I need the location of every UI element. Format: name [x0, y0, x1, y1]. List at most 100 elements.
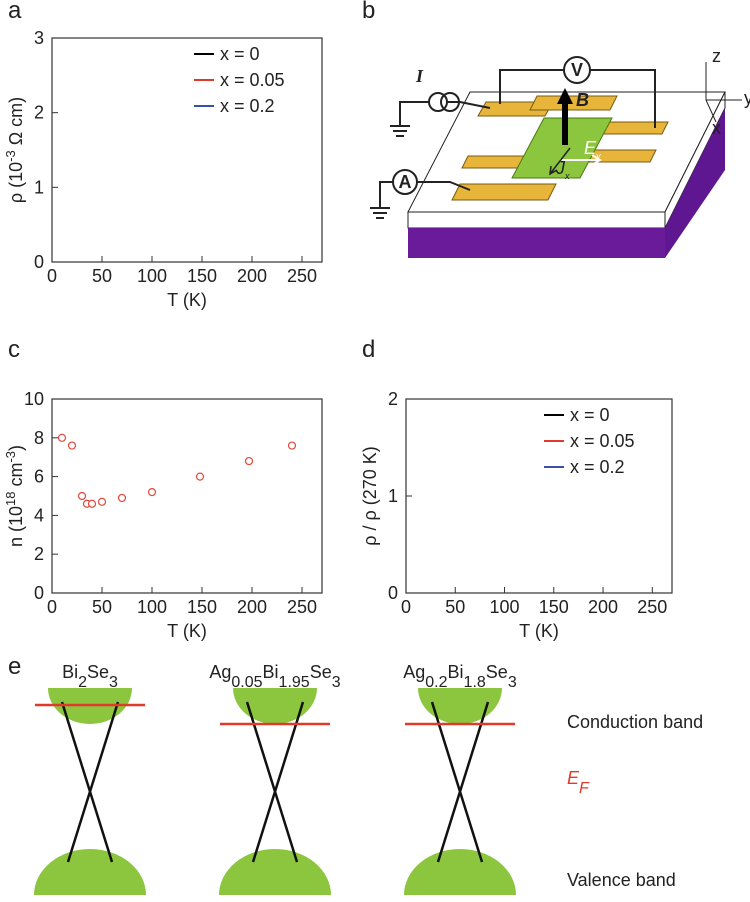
data-marker: [97, 497, 107, 506]
pad: [451, 183, 557, 201]
axis-letter: x: [712, 118, 721, 138]
wire: [590, 69, 656, 128]
data-marker: [147, 488, 157, 497]
x-tick-label: 200: [237, 266, 267, 286]
formula-part: Ag: [403, 662, 425, 682]
data-marker: [77, 491, 87, 501]
voltmeter: [563, 56, 591, 84]
x-tick-label: 250: [287, 266, 317, 286]
fermi-label-part: E: [567, 768, 580, 788]
axes-frame: [51, 37, 323, 263]
y-tick-label: 2: [34, 544, 44, 564]
legend-label: x = 0.2: [570, 457, 625, 477]
y-tick-label: 10: [24, 389, 44, 409]
dirac-cone: [60, 701, 120, 863]
schematic: [370, 56, 742, 258]
y-tick-label: 4: [34, 505, 44, 525]
y-tick-label: 0: [34, 583, 44, 603]
x-tick-label: 0: [401, 597, 411, 617]
panel-label: d: [362, 336, 375, 363]
wire: [379, 181, 393, 208]
y-axis-label: ρ (10-3 Ω cm): [3, 97, 27, 203]
formula-part: Ag: [209, 662, 231, 682]
formula-part: 3: [332, 674, 341, 691]
x-tick-label: 50: [92, 597, 112, 617]
y-axis-label-part: cm: [6, 463, 26, 492]
x-tick-label: 150: [539, 597, 569, 617]
fermi-label-part: F: [579, 780, 590, 797]
axes-frame: [405, 398, 673, 594]
x-tick-label: 150: [187, 597, 217, 617]
y-axis-label-part: ): [6, 445, 26, 451]
legend-label: x = 0.2: [220, 96, 275, 116]
current-source: [440, 92, 460, 112]
y-axis-label-part: -3: [3, 451, 18, 463]
x-tick-label: 200: [588, 597, 618, 617]
x-tick-label: 100: [137, 266, 167, 286]
data-marker: [87, 499, 97, 508]
axes-frame: [51, 398, 323, 594]
wire: [417, 181, 471, 191]
legend-label: x = 0: [220, 44, 260, 64]
data-marker: [244, 456, 254, 466]
panel-label: e: [8, 653, 21, 680]
formula-part: Bi: [448, 662, 464, 682]
e-field-label-part: y: [595, 151, 601, 161]
x-tick-label: 50: [445, 597, 465, 617]
formula-part: Bi: [62, 662, 78, 682]
x-tick-label: 0: [47, 597, 57, 617]
formula: Ag0.2Bi1.8Se3: [403, 662, 517, 691]
x-tick-label: 200: [237, 597, 267, 617]
x-tick-label: 250: [287, 597, 317, 617]
y-tick-label: 2: [388, 389, 398, 409]
e-field-label: Ey: [584, 138, 601, 161]
pad: [529, 95, 618, 111]
voltmeter-label: V: [571, 60, 583, 80]
formula-part: 3: [109, 674, 118, 691]
current-label-j: Jx: [555, 158, 570, 181]
x-tick-label: 50: [92, 266, 112, 286]
current-label-j-part: J: [555, 158, 566, 178]
formula: Ag0.05Bi1.95Se3: [209, 662, 340, 691]
conduction-label: Conduction band: [567, 712, 703, 732]
x-tick-label: 100: [137, 597, 167, 617]
x-axis-label: T (K): [519, 621, 559, 641]
data-marker: [287, 441, 297, 450]
y-tick-label: 3: [34, 28, 44, 48]
formula-part: Se: [486, 662, 508, 682]
panel-label: c: [8, 336, 20, 363]
dirac-cone: [245, 701, 305, 863]
channel: [511, 117, 613, 179]
axis-letter: z: [712, 46, 721, 66]
y-tick-label: 0: [388, 583, 398, 603]
formula-part: 0.05: [231, 674, 262, 691]
y-axis-label-part: 18: [3, 492, 18, 506]
ammeter-label: A: [399, 172, 412, 192]
dirac-cone: [430, 701, 490, 863]
x-tick-label: 150: [187, 266, 217, 286]
valence-band: [219, 849, 331, 895]
valence-band: [404, 849, 516, 895]
wire: [499, 69, 564, 104]
ground: [390, 125, 410, 137]
legend-label: x = 0: [570, 405, 610, 425]
panel-label: b: [362, 0, 375, 24]
substrate-front: [407, 211, 666, 229]
formula-part: 2: [78, 674, 87, 691]
y-tick-label: 2: [34, 103, 44, 123]
y-tick-label: 1: [388, 486, 398, 506]
y-axis-label-part: n (10: [6, 506, 26, 547]
y-axis-label: n (1018 cm-3): [3, 445, 27, 547]
data-marker: [57, 433, 67, 442]
legend-label: x = 0.05: [220, 70, 285, 90]
x-tick-label: 250: [637, 597, 667, 617]
current-label-j-part: x: [564, 171, 570, 181]
data-marker: [117, 493, 127, 503]
formula: Bi2Se3: [62, 662, 118, 691]
y-tick-label: 8: [34, 428, 44, 448]
formula-part: 0.2: [425, 674, 447, 691]
conduction-band: [233, 688, 317, 724]
field-arrow-head: [557, 88, 573, 104]
pad: [461, 155, 527, 169]
